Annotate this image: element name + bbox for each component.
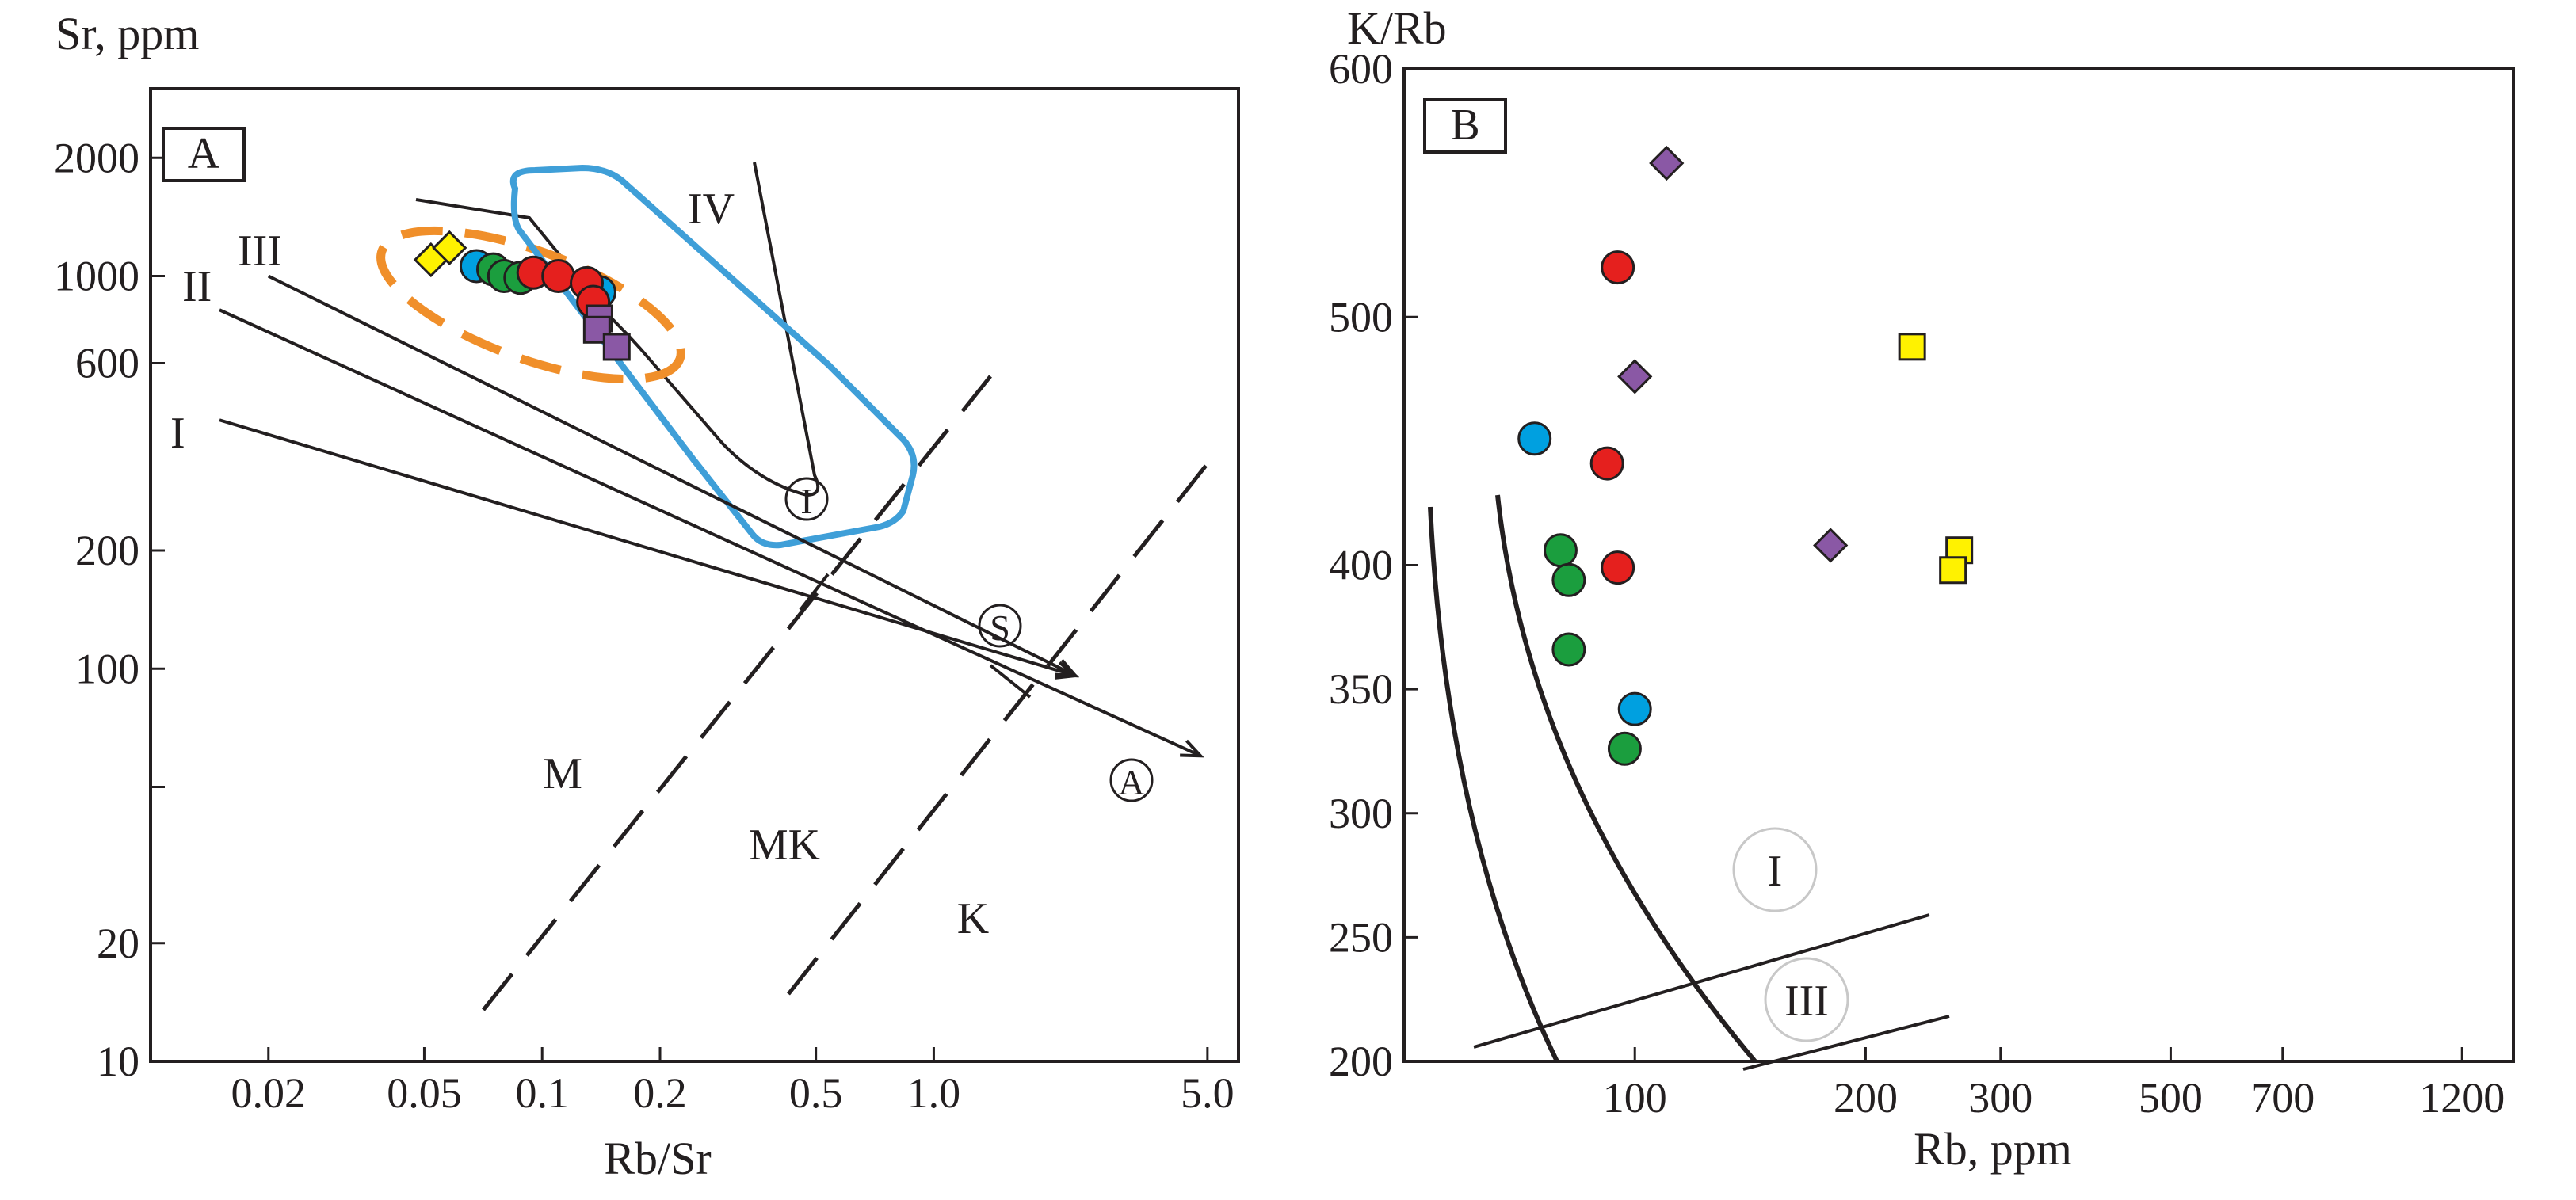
y-tick-label: 20 <box>97 920 139 967</box>
data-point-diamond <box>432 230 467 266</box>
boundary-curve-left <box>1428 506 1559 1063</box>
trend-line <box>219 308 1201 758</box>
circled-a-marker <box>1109 758 1154 802</box>
circled-i-marker <box>784 477 829 521</box>
panel-a-points <box>413 230 631 361</box>
blue-field-outline <box>509 164 918 549</box>
x-tick-label: 500 <box>2139 1074 2203 1122</box>
orange-dashed-field <box>376 226 685 384</box>
y-tick-label: 600 <box>1329 45 1393 93</box>
field-i-marker <box>1732 827 1818 912</box>
data-point-circle <box>1517 421 1552 456</box>
circled-s-marker <box>978 604 1022 648</box>
data-point-square <box>602 333 631 361</box>
x-tick-label: 0.5 <box>789 1069 843 1117</box>
data-point-square <box>1939 556 1967 585</box>
circled-i-label: I <box>800 481 812 521</box>
x-tick-label: 100 <box>1603 1074 1667 1122</box>
y-tick-label: 100 <box>75 645 139 692</box>
x-tick-label: 0.05 <box>387 1069 462 1117</box>
data-point-circle <box>1551 562 1586 597</box>
panel-b: 100 200 300 500 700 1200 200 250 300 350 400 500 600… <box>1329 2 2515 1175</box>
panel-b-tag-box <box>1423 98 1507 154</box>
x-tick-label: 300 <box>1968 1074 2032 1122</box>
x-tick-label: 5.0 <box>1181 1069 1235 1117</box>
panel-b-x-axis-label: Rb, ppm <box>1914 1123 2072 1175</box>
panel-a: 0.02 0.05 0.1 0.2 0.5 1.0 5.0 10 20 100 200 600 1000… <box>54 8 1240 1184</box>
divider-mk-k <box>787 446 1222 996</box>
zone-label-m: M <box>543 749 582 798</box>
y-tick-label: 200 <box>75 527 139 574</box>
panel-a-tag-box <box>162 127 246 182</box>
y-tick-label: 600 <box>75 340 139 387</box>
trend-arrowhead <box>1055 659 1079 678</box>
trend-label-iii: III <box>238 227 282 276</box>
circled-s-label: S <box>990 608 1010 648</box>
data-point-circle <box>1607 731 1642 766</box>
trend-line <box>219 418 1076 677</box>
y-tick-label: 300 <box>1329 790 1393 837</box>
zone-label-mk: MK <box>749 821 820 870</box>
y-tick-label: 200 <box>1329 1038 1393 1085</box>
data-point-diamond <box>1617 359 1653 394</box>
panel-a-ticks: 0.02 0.05 0.1 0.2 0.5 1.0 5.0 10 20 100 200 600 1000… <box>54 134 1235 1117</box>
data-point-diamond <box>1813 528 1849 563</box>
y-tick-label: 2000 <box>54 134 139 181</box>
boundary-line-lower <box>1473 913 1930 1049</box>
data-point-square <box>1898 333 1926 361</box>
data-point-circle <box>1617 691 1652 726</box>
data-point-circle <box>1601 250 1635 285</box>
field-label-i: I <box>1768 847 1783 896</box>
x-tick-label: 0.02 <box>231 1069 307 1117</box>
x-tick-label: 0.2 <box>633 1069 687 1117</box>
y-tick-label: 500 <box>1329 293 1393 341</box>
panel-b-y-axis-label: K/Rb <box>1347 2 1447 54</box>
field-iv-boundary <box>415 162 820 497</box>
field-iii-marker <box>1764 957 1849 1042</box>
x-tick-label: 1200 <box>2419 1074 2505 1122</box>
circled-a-label: A <box>1118 762 1144 802</box>
data-point-circle <box>541 259 576 294</box>
boundary-line-upper <box>1742 1015 1950 1071</box>
tie-line-ii-iii <box>989 664 1032 699</box>
x-tick-label: 700 <box>2250 1074 2315 1122</box>
trend-label-i: I <box>170 409 185 458</box>
panel-a-x-axis-label: Rb/Sr <box>604 1133 711 1184</box>
zone-label-k: K <box>957 894 989 943</box>
panel-b-tag: B <box>1450 101 1479 150</box>
data-point-circle <box>1589 446 1624 481</box>
x-tick-label: 200 <box>1834 1074 1898 1122</box>
trend-label-ii: II <box>182 262 212 311</box>
panel-a-trend-lines <box>219 274 1204 758</box>
data-point-diamond <box>1649 145 1685 181</box>
y-tick-label: 350 <box>1329 665 1393 713</box>
panel-b-ticks: 100 200 300 500 700 1200 200 250 300 350 400 500 600 <box>1329 45 2505 1122</box>
panel-a-tag: A <box>188 129 220 178</box>
data-point-circle <box>1543 533 1578 568</box>
panel-a-y-axis-label: Sr, ppm <box>55 8 199 59</box>
y-tick-label: 1000 <box>54 253 139 300</box>
x-tick-label: 1.0 <box>907 1069 961 1117</box>
y-tick-label: 250 <box>1329 913 1393 961</box>
data-point-circle <box>1551 632 1586 667</box>
trend-line <box>267 274 1077 677</box>
field-label-iv: IV <box>688 185 735 234</box>
tie-line-i-ii <box>799 573 830 611</box>
trend-arrowhead <box>1180 739 1204 758</box>
x-tick-label: 0.1 <box>515 1069 569 1117</box>
y-tick-label: 10 <box>97 1038 139 1085</box>
field-label-iii: III <box>1784 977 1829 1026</box>
data-point-circle <box>1601 550 1635 585</box>
panel-a-plot-frame <box>149 87 1240 1063</box>
y-tick-label: 400 <box>1329 542 1393 589</box>
panel-b-points <box>1517 145 1974 766</box>
